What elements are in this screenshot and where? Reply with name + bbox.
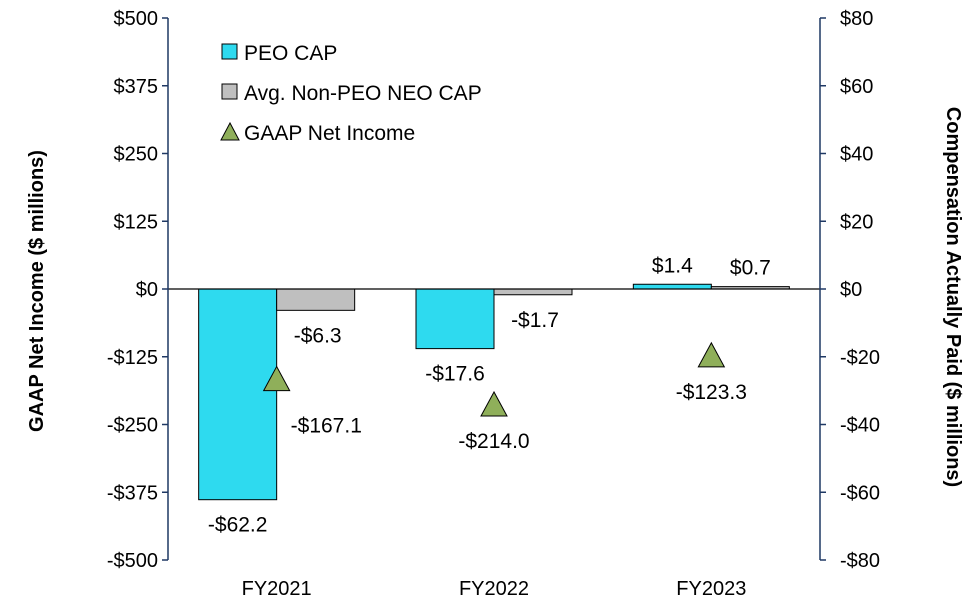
non-peo-cap-label: -$1.7 xyxy=(511,309,559,332)
bar-layer xyxy=(198,283,790,501)
right-axis-title: Compensation Actually Paid ($ millions) xyxy=(942,107,964,487)
non-peo-cap-bar xyxy=(276,288,356,311)
net-income-marker xyxy=(480,390,508,417)
non-peo-cap-label: $0.7 xyxy=(730,257,771,280)
peo-cap-bar xyxy=(632,283,712,290)
category-label: FY2022 xyxy=(459,578,529,600)
left-tick-label: -$125 xyxy=(107,347,158,369)
peo-cap-bar xyxy=(198,288,278,501)
left-tick-label: -$500 xyxy=(107,550,158,572)
non-peo-cap-bar xyxy=(493,288,573,296)
data-label-layer: -$62.2 -$6.3 -$17.6 -$1.7 $1.4 $0.7 -$167.1 -$2… xyxy=(208,254,771,536)
non-peo-cap-label: -$6.3 xyxy=(294,324,342,347)
category-axis: FY2021 FY2022 FY2023 xyxy=(242,578,747,600)
right-tick-label: -$80 xyxy=(840,550,880,572)
category-label: FY2023 xyxy=(676,578,746,600)
legend-swatch-net-income xyxy=(220,121,240,141)
category-label: FY2021 xyxy=(242,578,312,600)
right-tick-label: -$20 xyxy=(840,347,880,369)
left-tick-label: -$375 xyxy=(107,482,158,504)
legend-swatch-non-peo xyxy=(221,83,238,100)
legend-label: Avg. Non-PEO NEO CAP xyxy=(244,82,482,105)
left-tick-label: $500 xyxy=(114,8,159,30)
left-tick-label: $375 xyxy=(114,76,159,98)
legend-label: GAAP Net Income xyxy=(244,122,415,145)
legend-swatch-peo xyxy=(221,43,238,60)
right-tick-label: -$40 xyxy=(840,415,880,437)
left-axis-title: GAAP Net Income ($ millions) xyxy=(26,150,48,432)
net-income-label: -$167.1 xyxy=(291,415,362,438)
right-tick-label: $20 xyxy=(840,211,873,233)
left-tick-label: $0 xyxy=(136,279,158,301)
net-income-label: -$214.0 xyxy=(458,430,529,453)
right-axis: $80 $60 $40 $20 $0 -$20 -$40 -$60 -$80 xyxy=(819,8,880,572)
legend: PEO CAP Avg. Non-PEO NEO CAP GAAP Net Inco… xyxy=(220,42,482,145)
right-tick-label: -$60 xyxy=(840,482,880,504)
left-tick-label: $250 xyxy=(114,144,159,166)
net-income-marker xyxy=(262,365,291,392)
right-tick-label: $60 xyxy=(840,76,873,98)
net-income-label: -$123.3 xyxy=(676,381,747,404)
left-tick-label: -$250 xyxy=(107,415,158,437)
peo-cap-label: $1.4 xyxy=(652,254,693,277)
left-axis: $500 $375 $250 $125 $0 -$125 -$250 -$375 -$500 xyxy=(107,8,169,572)
left-tick-label: $125 xyxy=(114,211,159,233)
right-tick-label: $80 xyxy=(840,8,873,30)
peo-cap-label: -$62.2 xyxy=(208,514,268,537)
peo-cap-label: -$17.6 xyxy=(425,363,485,386)
right-tick-label: $0 xyxy=(840,279,862,301)
legend-label: PEO CAP xyxy=(244,42,337,65)
peo-cap-bar xyxy=(415,288,495,350)
right-tick-label: $40 xyxy=(840,144,873,166)
marker-layer xyxy=(262,341,726,417)
net-income-marker xyxy=(697,341,726,368)
